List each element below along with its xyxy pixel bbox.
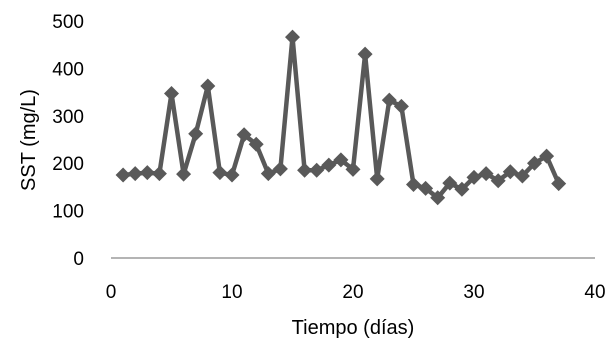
data-point-marker <box>369 171 385 187</box>
y-tick-label: 200 <box>52 154 84 175</box>
data-point-marker <box>321 157 337 173</box>
data-point-marker <box>393 98 409 114</box>
data-point-marker <box>309 162 325 178</box>
data-point-marker <box>551 176 567 192</box>
y-axis-title: SST (mg/L) <box>18 89 40 191</box>
data-point-marker <box>466 169 482 185</box>
x-tick-label: 40 <box>584 282 605 303</box>
y-tick-label: 300 <box>52 107 84 128</box>
y-tick-label: 500 <box>52 12 84 33</box>
data-point-marker <box>224 167 240 183</box>
y-tick-label: 100 <box>52 202 84 223</box>
x-tick-label: 10 <box>221 282 242 303</box>
data-point-marker <box>502 164 518 180</box>
data-point-marker <box>539 148 555 164</box>
data-point-marker <box>357 46 373 62</box>
y-tick-labels: 0 100 200 300 400 500 <box>52 12 84 270</box>
data-point-marker <box>115 167 131 183</box>
x-tick-labels: 0 10 20 30 40 <box>106 282 606 303</box>
data-point-marker <box>236 127 252 143</box>
data-point-marker <box>490 173 506 189</box>
series <box>115 29 567 206</box>
x-tick-label: 20 <box>342 282 363 303</box>
data-point-marker <box>381 92 397 108</box>
data-point-marker <box>418 180 434 196</box>
data-point-marker <box>164 86 179 102</box>
y-tick-label: 400 <box>52 59 84 80</box>
data-point-marker <box>200 78 216 94</box>
data-point-marker <box>442 175 458 191</box>
data-point-marker <box>430 190 446 206</box>
data-point-marker <box>127 166 143 182</box>
data-point-marker <box>272 161 288 177</box>
data-point-marker <box>248 136 264 152</box>
data-point-marker <box>527 155 542 171</box>
x-tick-label: 0 <box>106 282 117 303</box>
data-point-marker <box>345 161 361 177</box>
data-point-marker <box>176 166 192 182</box>
x-tick-label: 30 <box>463 282 484 303</box>
y-tick-label: 0 <box>73 249 84 270</box>
data-point-marker <box>454 181 470 197</box>
data-point-marker <box>406 177 421 193</box>
data-point-marker <box>285 29 300 45</box>
x-axis-title: Tiempo (días) <box>292 317 415 339</box>
data-point-marker <box>478 166 494 182</box>
data-point-marker <box>297 162 313 178</box>
data-point-marker <box>151 166 167 182</box>
data-point-marker <box>514 168 530 184</box>
data-point-marker <box>139 165 155 181</box>
data-point-marker <box>333 152 349 168</box>
data-point-marker <box>212 165 228 181</box>
data-point-marker <box>260 166 276 182</box>
data-point-marker <box>188 126 204 142</box>
